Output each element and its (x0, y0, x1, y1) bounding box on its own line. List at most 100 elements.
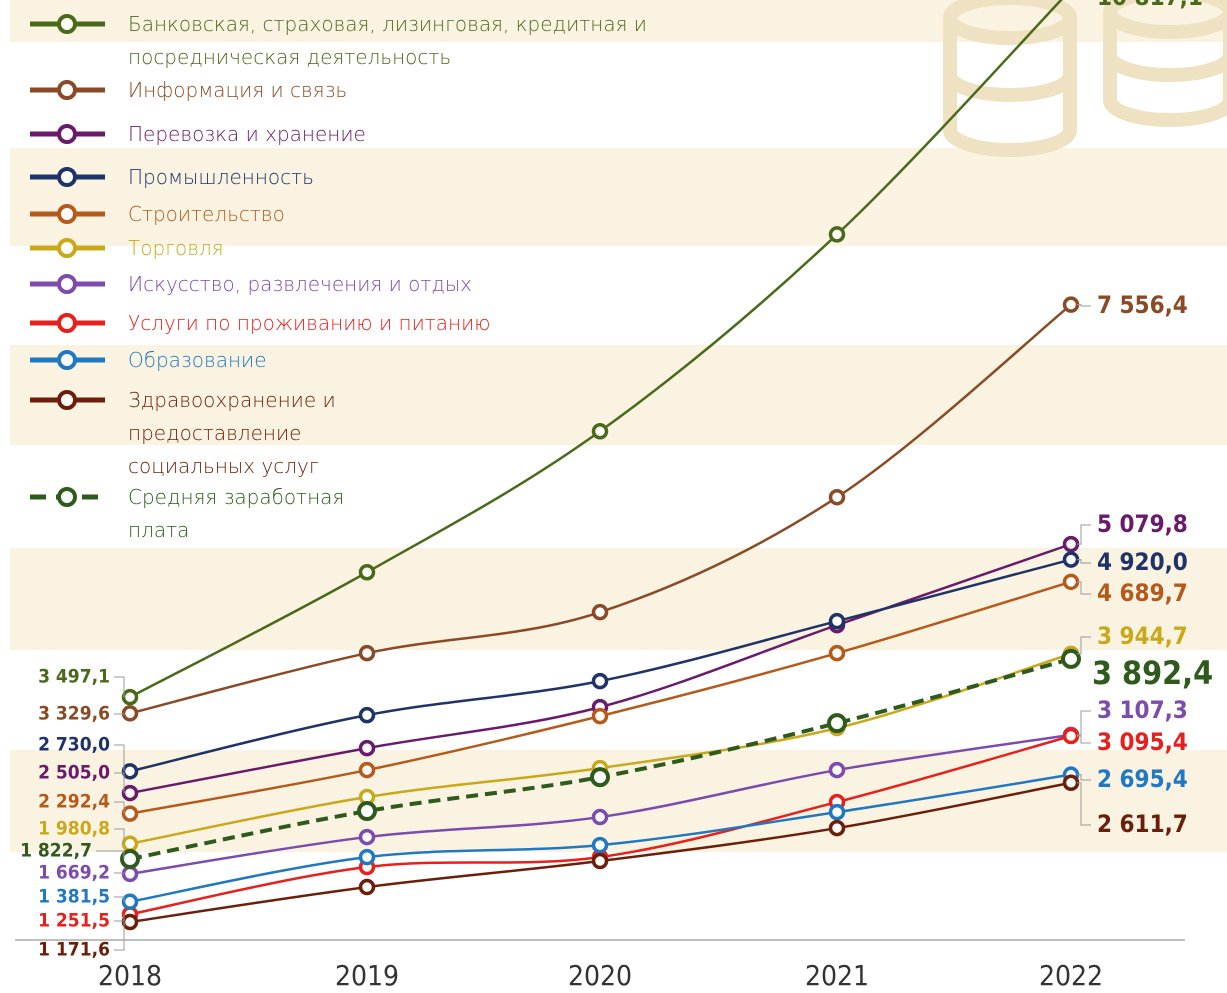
value-label: 1 381,5 (38, 886, 110, 908)
legend-label: Искусство, развлечения и отдых (128, 272, 473, 296)
value-label: 1 669,2 (38, 862, 110, 884)
point (1062, 774, 1080, 792)
leader-line (114, 676, 125, 698)
point (1062, 535, 1080, 553)
point (828, 761, 846, 779)
value-label: 10 817,1 (1097, 0, 1203, 11)
point (121, 805, 139, 822)
point (358, 848, 376, 866)
leader-line (114, 872, 125, 874)
value-label: 2 730,0 (38, 734, 110, 756)
leader-line (114, 828, 125, 844)
points (120, 226, 1081, 931)
point (591, 707, 609, 725)
point (358, 828, 376, 846)
point (121, 865, 139, 883)
point (591, 672, 609, 690)
value-label: 1 251,5 (38, 910, 110, 932)
x-tick-label: 2020 (568, 959, 632, 992)
value-label: 3 107,3 (1097, 696, 1188, 724)
point (591, 808, 609, 826)
point (358, 706, 376, 724)
legend-label: Торговля (128, 236, 224, 260)
leader-line (114, 801, 125, 814)
value-label: 2 505,0 (38, 762, 110, 784)
point (590, 767, 610, 788)
point (121, 688, 139, 706)
value-label: 7 556,4 (1097, 291, 1188, 319)
point (591, 852, 609, 870)
leader-line (1077, 524, 1091, 545)
leader-line (114, 772, 125, 794)
value-label: 1 171,6 (38, 939, 110, 961)
point (1062, 551, 1080, 568)
value-label: 4 920,0 (1097, 548, 1188, 576)
point (358, 739, 376, 757)
x-tick-label: 2021 (805, 959, 869, 992)
legend-label: Средняя заработная плата (128, 485, 345, 542)
point (591, 836, 609, 854)
point (120, 849, 140, 870)
point (121, 763, 139, 780)
point (828, 488, 846, 506)
legend-marker (57, 238, 77, 258)
value-label: 5 079,8 (1097, 510, 1188, 538)
leader-line (1077, 735, 1091, 744)
point (828, 612, 846, 630)
point (828, 819, 846, 837)
legend-label: Промышленность (128, 165, 314, 189)
legend-marker (57, 124, 77, 144)
leader-line (114, 922, 125, 951)
coins-icon (943, 0, 1227, 157)
legend-label: Информация и связь (128, 78, 348, 102)
leader-line (1077, 581, 1091, 595)
leader-line (114, 896, 125, 902)
value-label: 2 611,7 (1097, 810, 1188, 838)
point (591, 423, 609, 440)
point (121, 913, 139, 931)
point (358, 644, 376, 662)
x-tick-label: 2019 (335, 959, 399, 992)
value-label: 4 689,7 (1097, 579, 1188, 607)
legend-marker (57, 390, 77, 410)
point (358, 761, 376, 779)
point (1062, 727, 1080, 745)
point (828, 644, 846, 662)
value-label: 3 892,4 (1092, 654, 1213, 692)
legend-label: Услуги по проживанию и питанию (128, 311, 491, 335)
leader-line (1077, 782, 1091, 826)
leader-line (1077, 304, 1091, 307)
value-label: 3 095,4 (1097, 728, 1188, 756)
legend-label: Банковская, страховая, лизинговая, креди… (128, 12, 647, 69)
point (121, 705, 139, 722)
x-tick-label: 2018 (98, 959, 162, 992)
legend-marker (57, 80, 77, 100)
value-label: 2 292,4 (38, 791, 110, 813)
point (1062, 573, 1080, 591)
leader-line (1077, 636, 1091, 655)
legend-marker (57, 204, 77, 224)
value-label: 3 329,6 (38, 703, 110, 725)
x-tick-label: 2022 (1039, 959, 1103, 992)
legend-marker (57, 350, 77, 370)
leader-line (114, 914, 125, 922)
value-label: 1 822,7 (20, 840, 92, 862)
legend-marker (57, 274, 77, 294)
point (358, 878, 376, 896)
leader-line (114, 713, 125, 715)
leader-line (1077, 710, 1091, 736)
legend-label: Здравоохранение и предоставление социаль… (128, 388, 336, 478)
point (1062, 296, 1080, 313)
value-label: 3 944,7 (1097, 622, 1188, 650)
point (1061, 648, 1081, 669)
value-label: 3 497,1 (38, 666, 110, 688)
leader-line (1077, 559, 1091, 564)
point (358, 563, 376, 581)
leader-line (96, 850, 125, 860)
leader-line (114, 744, 125, 772)
point (828, 226, 846, 243)
point (591, 603, 609, 621)
point (827, 713, 847, 734)
value-label: 2 695,4 (1097, 765, 1188, 793)
